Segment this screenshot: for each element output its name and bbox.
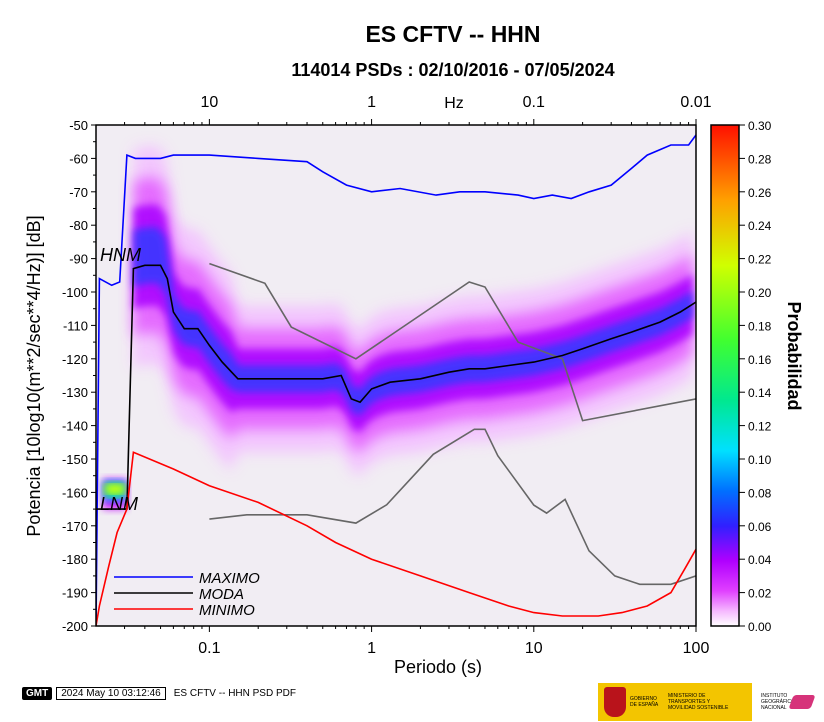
colorbar-tick-label: 0.14	[748, 386, 772, 400]
chart-subtitle: 114014 PSDs : 02/10/2016 - 07/05/2024	[291, 60, 614, 80]
gmt-logo: GMT	[22, 686, 53, 700]
colorbar-tick-label: 0.16	[748, 353, 772, 367]
x-axis: 0.1 1 10 100	[124, 626, 710, 657]
logo-gobierno-text: GOBIERNO DE ESPAÑA	[630, 696, 659, 708]
colorbar-tick-label: 0.28	[748, 152, 772, 166]
density-patch-3	[105, 485, 124, 494]
series-line-moda	[96, 264, 696, 510]
y-tick-label: -60	[69, 151, 88, 166]
legend: MAXIMO MODA MINIMO	[114, 570, 260, 619]
series-line-maximo	[96, 134, 696, 626]
top-tick-label: 0.1	[523, 94, 545, 111]
legend-label-maximo: MAXIMO	[199, 570, 260, 587]
colorbar-tick-label: 0.18	[748, 319, 772, 333]
y-tick-label: -50	[69, 118, 88, 133]
probability-density	[102, 146, 693, 510]
legend-label-moda: MODA	[199, 586, 244, 603]
colorbar-tick-label: 0.10	[748, 453, 772, 467]
colorbar-tick-label: 0.04	[748, 553, 772, 567]
y-tick-label: -100	[62, 285, 88, 300]
ign-emblem-icon	[788, 695, 816, 709]
y-tick-label: -170	[62, 519, 88, 534]
y-tick-label: -90	[69, 252, 88, 267]
y-tick-label: -190	[62, 586, 88, 601]
logo-ministerio-text: MINISTERIO DE TRANSPORTES Y MOVILIDAD SO…	[668, 693, 729, 711]
y-tick-label: -110	[63, 318, 88, 333]
colorbar-tick-label: 0.20	[748, 286, 772, 300]
x-tick-label: 100	[683, 640, 710, 657]
coat-of-arms-icon	[604, 687, 626, 717]
noise-model-curves	[209, 262, 696, 586]
colorbar-tick-label: 0.00	[748, 620, 772, 634]
top-frequency-axis: 10 1 0.1 0.01	[124, 94, 712, 125]
series-line-minimo	[96, 451, 696, 626]
y-tick-label: -70	[69, 185, 88, 200]
colorbar-tick-label: 0.08	[748, 486, 772, 500]
chart-title: ES CFTV -- HHN	[365, 21, 540, 47]
colorbar	[710, 124, 740, 627]
colorbar-tick-label: 0.12	[748, 420, 772, 434]
psd-series-lines	[96, 134, 696, 626]
y-tick-label: -140	[62, 419, 88, 434]
psd-chart: ES CFTV -- HHN 114014 PSDs : 02/10/2016 …	[24, 21, 804, 677]
colorbar-tick-label: 0.30	[748, 119, 772, 133]
footer: GMT 2024 May 10 03:12:46 ES CFTV -- HHN …	[22, 685, 296, 701]
colorbar-tick-label: 0.24	[748, 219, 772, 233]
y-tick-label: -180	[62, 552, 88, 567]
x-axis-label: Periodo (s)	[394, 657, 482, 677]
top-axis-unit: Hz	[444, 95, 464, 112]
colorbar-tick-label: 0.22	[748, 253, 772, 267]
x-tick-label: 0.1	[198, 640, 220, 657]
top-tick-label: 10	[200, 94, 218, 111]
logo-instituto-text: INSTITUTO GEOGRÁFICO NACIONAL	[761, 693, 795, 711]
top-tick-label: 0.01	[680, 94, 711, 111]
y-axis-label: Potencia [10log10(m**2/sec**4/Hz)] [dB]	[24, 215, 44, 536]
colorbar-tick-label: 0.06	[748, 520, 772, 534]
y-tick-label: -200	[62, 619, 88, 634]
colorbar-label: Probabilidad	[784, 301, 804, 410]
ign-logo: INSTITUTO GEOGRÁFICO NACIONAL	[752, 683, 822, 721]
y-tick-label: -160	[62, 485, 88, 500]
y-tick-label: -80	[69, 218, 88, 233]
colorbar-axis: 0.00 0.02 0.04 0.06 0.08 0.10 0.12 0.14 0.16 0.18…	[739, 119, 772, 634]
x-tick-label: 1	[367, 640, 376, 657]
y-axis: -50 -60 -70 -80 -90 -100 -110 -120 -130 -140 -150 -…	[62, 118, 96, 634]
top-tick-label: 1	[367, 94, 376, 111]
reference-curve-lnm	[209, 428, 696, 586]
high-noise-model-label: HNM	[100, 245, 141, 265]
y-tick-label: -120	[62, 352, 88, 367]
x-tick-label: 10	[525, 640, 543, 657]
legend-label-minimo: MINIMO	[199, 602, 255, 619]
y-tick-label: -130	[62, 385, 88, 400]
density-band-3	[133, 227, 693, 416]
colorbar-tick-label: 0.02	[748, 587, 772, 601]
y-tick-label: -150	[62, 452, 88, 467]
colorbar-tick-label: 0.26	[748, 186, 772, 200]
low-noise-model-label: LNM	[100, 494, 138, 514]
footer-caption: ES CFTV -- HHN PSD PDF	[173, 687, 296, 699]
footer-timestamp: 2024 May 10 03:12:46	[56, 686, 166, 700]
reference-curve-hnm	[209, 262, 696, 422]
